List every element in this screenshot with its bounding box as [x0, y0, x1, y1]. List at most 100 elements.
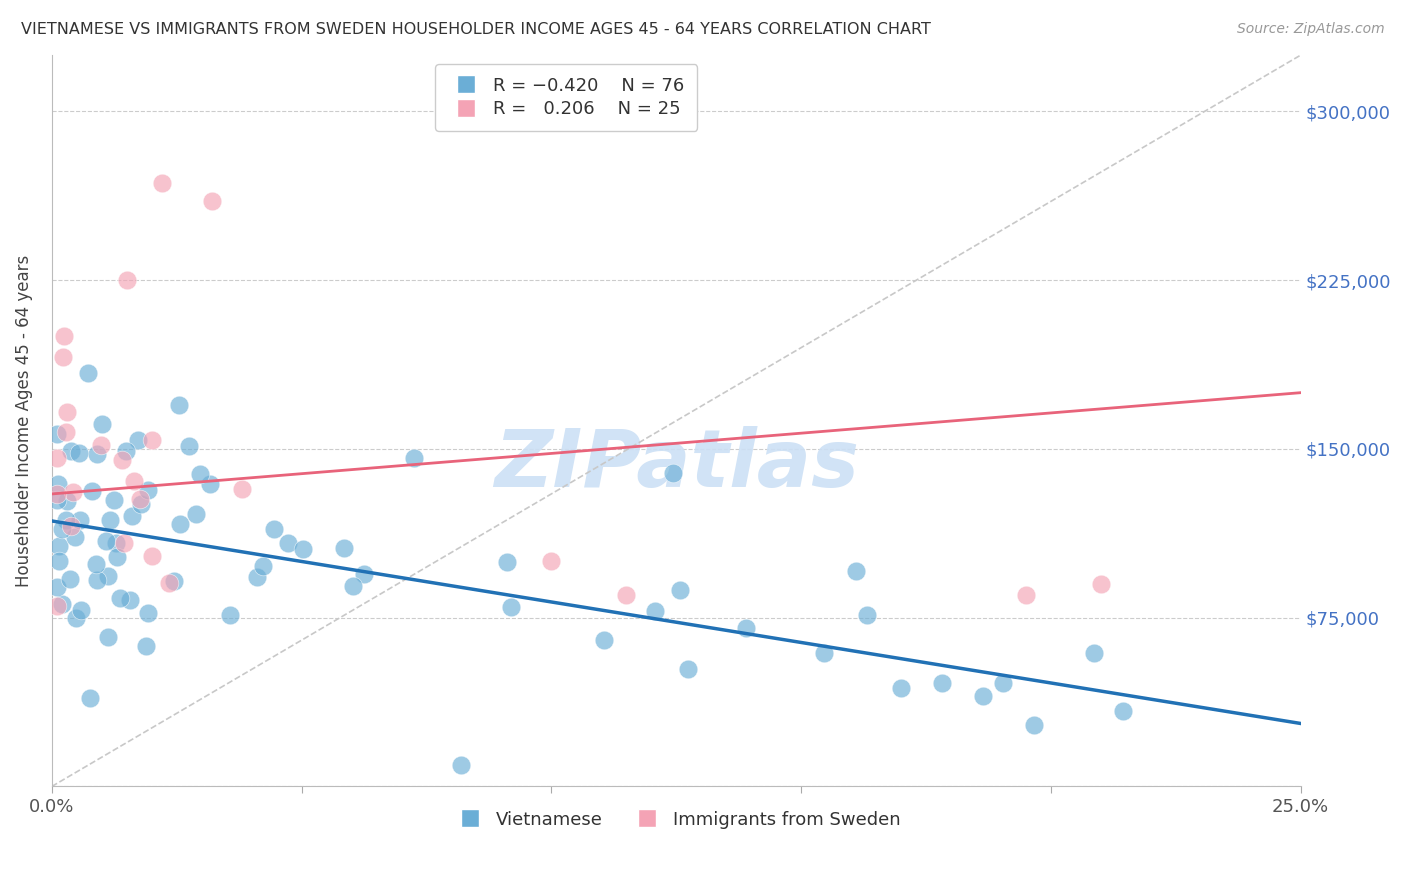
Point [263, 522, 285, 536]
Point [201, 194, 224, 209]
Point [63, 530, 86, 544]
Point [103, 492, 125, 507]
Point [734, 621, 756, 635]
Point [67, 445, 90, 459]
Point [122, 474, 145, 488]
Point [45, 487, 67, 501]
Point [450, 758, 472, 772]
Point [70, 603, 93, 617]
Point [495, 555, 517, 569]
Point [80, 483, 103, 498]
Point [52, 350, 75, 364]
Point [188, 467, 211, 481]
Point [45, 493, 67, 508]
Point [540, 554, 562, 568]
Point [129, 497, 152, 511]
Point [127, 433, 149, 447]
Point [177, 439, 200, 453]
Point [644, 604, 666, 618]
Point [198, 477, 221, 491]
Point [150, 177, 173, 191]
Point [291, 542, 314, 557]
Point [813, 646, 835, 660]
Point [141, 549, 163, 564]
Point [499, 600, 522, 615]
Point [231, 483, 253, 497]
Text: VIETNAMESE VS IMMIGRANTS FROM SWEDEN HOUSEHOLDER INCOME AGES 45 - 64 YEARS CORRE: VIETNAMESE VS IMMIGRANTS FROM SWEDEN HOU… [21, 22, 931, 37]
Point [97, 569, 120, 583]
Point [669, 583, 692, 598]
Point [1083, 647, 1105, 661]
Point [45, 580, 67, 594]
Point [157, 576, 180, 591]
Point [86, 574, 108, 588]
Point [76, 366, 98, 380]
Point [1022, 717, 1045, 731]
Point [98, 513, 121, 527]
Point [45, 599, 67, 614]
Point [53, 329, 76, 343]
Point [1015, 588, 1038, 602]
Point [111, 453, 134, 467]
Point [86, 447, 108, 461]
Point [662, 466, 685, 480]
Point [136, 483, 159, 498]
Point [55, 405, 77, 419]
Point [51, 522, 73, 536]
Point [135, 639, 157, 653]
Point [162, 574, 184, 588]
Point [991, 676, 1014, 690]
Point [84, 557, 107, 571]
Point [108, 591, 131, 605]
Point [184, 507, 207, 521]
Point [90, 417, 112, 431]
Point [169, 516, 191, 531]
Point [59, 443, 82, 458]
Point [94, 533, 117, 548]
Point [1090, 577, 1112, 591]
Point [90, 438, 112, 452]
Point [48, 554, 70, 568]
Point [62, 484, 84, 499]
Y-axis label: Householder Income Ages 45 - 64 years: Householder Income Ages 45 - 64 years [15, 255, 32, 587]
Point [97, 630, 120, 644]
Point [353, 566, 375, 581]
Point [69, 513, 91, 527]
Text: ZIPatlas: ZIPatlas [494, 425, 859, 504]
Point [246, 569, 269, 583]
Point [46, 477, 69, 491]
Point [1112, 704, 1135, 718]
Text: Source: ZipAtlas.com: Source: ZipAtlas.com [1237, 22, 1385, 37]
Point [115, 273, 138, 287]
Point [118, 593, 141, 607]
Point [105, 549, 128, 564]
Point [333, 541, 356, 555]
Point [79, 691, 101, 706]
Point [252, 559, 274, 574]
Point [55, 513, 77, 527]
Point [48, 540, 70, 554]
Point [141, 434, 163, 448]
Point [45, 427, 67, 442]
Point [972, 690, 994, 704]
Legend: Vietnamese, Immigrants from Sweden: Vietnamese, Immigrants from Sweden [444, 804, 907, 836]
Point [55, 494, 77, 508]
Point [845, 564, 868, 578]
Point [890, 681, 912, 696]
Point [55, 425, 77, 440]
Point [51, 597, 73, 611]
Point [45, 451, 67, 466]
Point [593, 633, 616, 648]
Point [129, 491, 152, 506]
Point [404, 450, 426, 465]
Point [614, 588, 637, 602]
Point [342, 578, 364, 592]
Point [676, 663, 699, 677]
Point [58, 572, 80, 586]
Point [136, 606, 159, 620]
Point [219, 608, 242, 623]
Point [59, 519, 82, 533]
Point [121, 508, 143, 523]
Point [105, 536, 128, 550]
Point [114, 444, 136, 458]
